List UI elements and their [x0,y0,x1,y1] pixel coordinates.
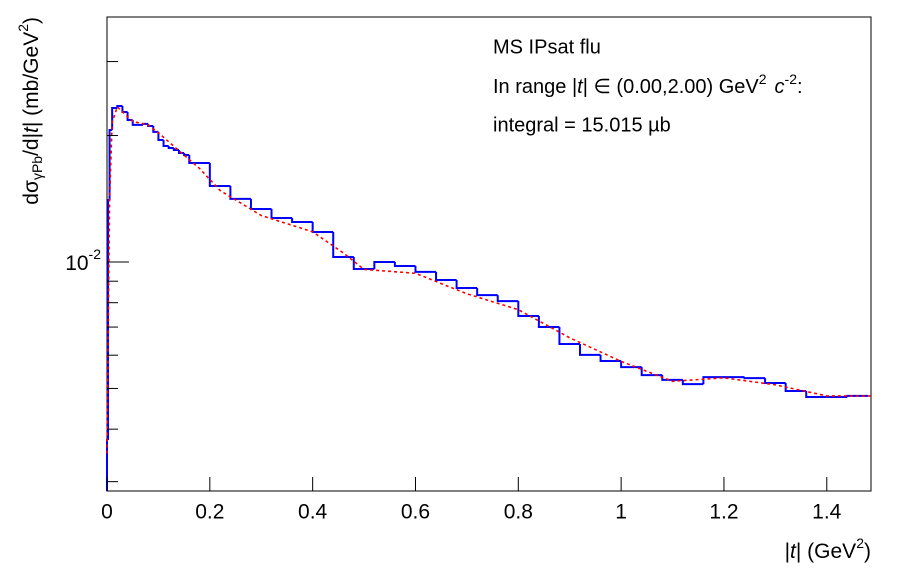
x-tick-label: 0.6 [401,501,430,524]
histogram-bin [661,375,683,381]
x-tick-label: 0.2 [195,501,224,524]
text-part: t [577,76,584,98]
histogram-bin [229,185,251,200]
histogram-bin [352,256,375,271]
histogram-bin [270,209,293,219]
histogram-bin [455,280,478,290]
x-axis-label: |t| (GeV2) [785,535,871,563]
y-tick-label: 10-2 [65,246,101,275]
text-part: | [785,540,790,563]
x-tick-label: 0 [101,501,113,524]
text-part: 2 [15,24,31,32]
tick-base: 10 [65,252,88,275]
histogram-bin [188,154,210,165]
histogram-bin [599,354,622,363]
x-tick-label: 0.8 [504,501,533,524]
text-part: In range | [493,76,577,98]
histogram-bin [332,231,354,258]
histogram-bin [558,327,581,345]
text-part: 2 [856,535,864,551]
model-curve [106,105,871,454]
histogram-bin [743,377,766,380]
text-part: : [797,76,803,98]
histogram-bin [846,394,868,398]
histogram-bin [579,343,601,356]
text-part: 2 [759,71,767,87]
histogram-bin [476,288,498,297]
range-text: In range |t| ∈ (0.00,2.00) GeV2 c-2: [493,71,803,99]
text-part: -2 [785,71,798,87]
histogram-bin [702,376,724,385]
x-tick-label: 1.2 [709,501,738,524]
tick-exp: -2 [89,246,102,262]
histogram-bin [116,104,123,108]
title: MS IPsat flu [493,36,601,58]
x-tick-label: 0.4 [298,501,328,524]
integral-text: integral = 15.015 µb [493,114,671,136]
histogram-bin [249,198,272,211]
x-tick-label: 1.4 [812,501,842,524]
text-part: | (mb/GeV [20,32,43,127]
histogram-bin [183,152,190,156]
text-part: | (GeV [796,540,856,563]
plot-frame [106,16,872,492]
y-axis-label: dσγPb/d|t| (mb/GeV2) [15,17,45,205]
histogram-bin [126,111,133,121]
x-tick-label: 1 [615,501,627,524]
histogram-bin [681,379,704,386]
text-part: ) [864,540,871,563]
text-part: /d| [20,133,43,156]
text-part: γPb [29,156,45,180]
text-part: t [790,540,797,563]
histogram-bin [208,163,231,187]
histogram-bin [121,105,128,113]
histogram-bin [157,131,164,141]
histogram-bin [291,217,313,224]
histogram-bin [393,261,416,268]
histogram-bin [496,295,519,303]
text-part: dσ [20,180,43,205]
text-part: ) [20,17,43,24]
text-part: t [20,126,43,133]
text-part: | ∈ (0.00,2.00) GeV [583,76,760,98]
histogram-bin [162,139,169,147]
histogram-bin [784,383,807,393]
histogram-bin [537,315,560,329]
histogram-bin [414,266,437,273]
histogram-bin [805,391,827,399]
marks [106,104,871,491]
histogram-bin [435,271,457,281]
histogram-bin [373,260,395,270]
text-part: c [775,76,785,98]
histogram-bin [167,145,174,149]
histogram-bin [517,301,539,317]
histogram-bin [764,378,786,385]
histogram-bin [311,222,334,233]
